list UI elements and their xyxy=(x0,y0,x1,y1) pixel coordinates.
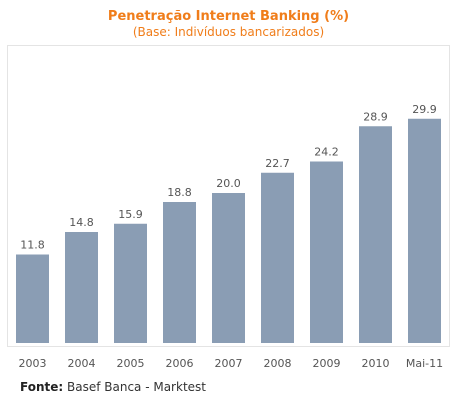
x-tick-2008: 2008 xyxy=(264,357,292,370)
bar-2008 xyxy=(261,172,294,343)
source-label: Fonte: xyxy=(20,380,64,394)
source-note: Fonte: Basef Banca - Marktest xyxy=(20,380,206,394)
bar-2004 xyxy=(65,232,98,343)
plot-frame xyxy=(7,45,450,347)
x-tick-2007: 2007 xyxy=(215,357,243,370)
chart-subtitle: (Base: Indivíduos bancarizados) xyxy=(132,25,325,39)
bar-2003 xyxy=(16,254,49,343)
bar-2009 xyxy=(310,161,343,343)
value-label-2005: 15.9 xyxy=(118,208,143,221)
bar-2010 xyxy=(359,126,392,343)
x-tick-2003: 2003 xyxy=(19,357,47,370)
value-label-2010: 28.9 xyxy=(363,110,388,123)
x-tick-2004: 2004 xyxy=(68,357,96,370)
value-label-2004: 14.8 xyxy=(69,216,94,229)
chart-title: Penetração Internet Banking (%) xyxy=(107,9,350,24)
x-tick-2009: 2009 xyxy=(313,357,341,370)
bar-2005 xyxy=(114,223,147,343)
bar-2007 xyxy=(212,193,245,343)
value-label-2008: 22.7 xyxy=(265,157,290,170)
value-label-Mai-11: 29.9 xyxy=(412,103,437,116)
x-tick-2006: 2006 xyxy=(166,357,194,370)
bar-Mai-11 xyxy=(408,118,441,343)
x-tick-2010: 2010 xyxy=(362,357,390,370)
x-tick-Mai-11: Mai-11 xyxy=(406,357,443,370)
x-tick-2005: 2005 xyxy=(117,357,145,370)
value-label-2006: 18.8 xyxy=(167,186,192,199)
value-label-2007: 20.0 xyxy=(216,177,241,190)
bar-2006 xyxy=(163,202,196,343)
value-label-2003: 11.8 xyxy=(20,239,45,252)
value-label-2009: 24.2 xyxy=(314,146,339,159)
source-text: Basef Banca - Marktest xyxy=(63,380,206,394)
